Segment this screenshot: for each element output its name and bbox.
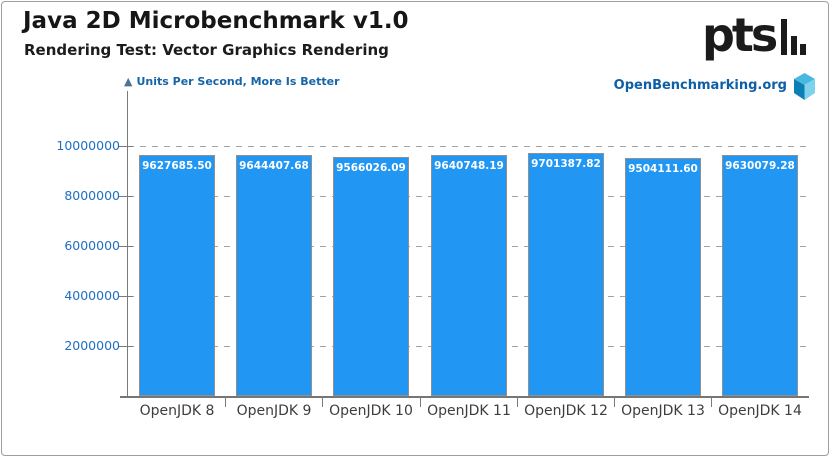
x-axis-tick xyxy=(225,396,226,407)
x-axis-category-label: OpenJDK 10 xyxy=(329,403,413,419)
y-axis-tick-label: 2000000 xyxy=(64,338,120,353)
y-axis-tick xyxy=(119,346,133,347)
y-axis-tick xyxy=(119,146,133,147)
y-axis-line xyxy=(127,91,128,397)
openbenchmarking-cube-icon xyxy=(794,73,815,100)
y-axis-tick xyxy=(119,296,133,297)
gridline xyxy=(128,146,808,147)
x-axis-tick xyxy=(614,396,615,407)
x-axis-category-label: OpenJDK 14 xyxy=(718,403,802,419)
page-title: Java 2D Microbenchmark v1.0 xyxy=(23,8,409,34)
x-axis-tick xyxy=(322,396,323,407)
x-axis-tick xyxy=(420,396,421,407)
x-axis-tick xyxy=(517,396,518,407)
bar: 9640748.19 xyxy=(431,155,507,396)
x-axis-category-label: OpenJDK 12 xyxy=(524,403,608,419)
y-axis-tick-label: 6000000 xyxy=(64,238,120,253)
y-axis-tick xyxy=(119,196,133,197)
bar: 9504111.60 xyxy=(625,158,701,396)
bar: 9701387.82 xyxy=(528,153,604,396)
x-axis-category-label: OpenJDK 8 xyxy=(139,403,215,419)
bar: 9644407.68 xyxy=(236,155,312,396)
bar: 9630079.28 xyxy=(722,155,798,396)
bar-value-label: 9566026.09 xyxy=(336,162,406,174)
y-axis-tick-label: 10000000 xyxy=(56,138,120,153)
bar-value-label: 9701387.82 xyxy=(531,158,601,170)
bar-value-label: 9627685.50 xyxy=(142,160,212,172)
x-axis-category-label: OpenJDK 13 xyxy=(621,403,705,419)
x-axis-category-label: OpenJDK 11 xyxy=(427,403,511,419)
y-axis-tick-label: 4000000 xyxy=(64,288,120,303)
bar: 9566026.09 xyxy=(333,157,409,396)
bar-value-label: 9504111.60 xyxy=(628,163,698,175)
page-subtitle: Rendering Test: Vector Graphics Renderin… xyxy=(24,41,389,59)
x-axis-line xyxy=(120,396,809,398)
y-axis-tick-label: 8000000 xyxy=(64,188,120,203)
x-axis-category-label: OpenJDK 9 xyxy=(236,403,312,419)
bar: 9627685.50 xyxy=(139,155,215,396)
triangle-up-icon: ▲ xyxy=(124,75,133,88)
openbenchmarking-link[interactable]: OpenBenchmarking.org xyxy=(613,78,787,93)
y-axis-tick xyxy=(119,246,133,247)
x-axis-tick xyxy=(711,396,712,407)
bar-value-label: 9640748.19 xyxy=(434,160,504,172)
pts-logo: pts xyxy=(702,8,778,62)
units-note-label: Units Per Second, More Is Better xyxy=(136,75,340,88)
bar-value-label: 9630079.28 xyxy=(725,160,795,172)
bar-value-label: 9644407.68 xyxy=(239,160,309,172)
units-note: ▲ Units Per Second, More Is Better xyxy=(124,75,340,88)
